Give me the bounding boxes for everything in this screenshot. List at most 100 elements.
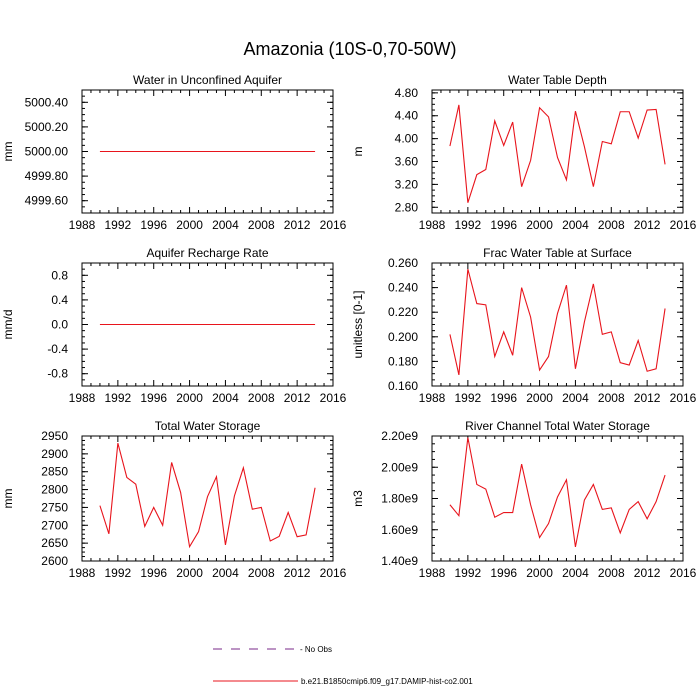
- x-tick-label: 2004: [562, 566, 589, 580]
- y-tick-label: 2950: [41, 429, 68, 443]
- y-tick-label: 2650: [41, 536, 68, 550]
- x-tick-label: 2004: [212, 391, 239, 405]
- y-tick-label: 5000.00: [25, 145, 69, 159]
- x-tick-label: 2016: [320, 218, 347, 232]
- x-tick-label: 1996: [140, 566, 167, 580]
- y-tick-label: 3.20: [395, 177, 419, 191]
- x-tick-label: 2016: [670, 566, 697, 580]
- x-tick-label: 2000: [176, 566, 203, 580]
- y-tick-label: 4999.80: [25, 169, 69, 183]
- panel-title: Frac Water Table at Surface: [483, 246, 632, 260]
- x-tick-label: 1988: [69, 391, 96, 405]
- chart-panels: Water in Unconfined Aquifer 1988 1992 1996 2…: [1, 73, 697, 580]
- y-tick-label: 2600: [41, 554, 68, 568]
- series-line: [449, 269, 666, 376]
- x-tick-label: 2004: [212, 566, 239, 580]
- panel-title: Water in Unconfined Aquifer: [133, 73, 282, 87]
- x-tick-label: 1988: [419, 391, 446, 405]
- y-tick-label: 0.160: [388, 379, 418, 393]
- x-tick-label: 2000: [176, 391, 203, 405]
- x-tick-label: 1992: [105, 218, 132, 232]
- x-tick-label: 2008: [248, 566, 275, 580]
- x-tick-label: 1988: [419, 566, 446, 580]
- x-tick-label: 2012: [634, 566, 661, 580]
- y-tick-label: 0.240: [388, 281, 418, 295]
- panel-title: Aquifer Recharge Rate: [146, 246, 268, 260]
- y-tick-label: 4.40: [395, 109, 419, 123]
- x-tick-label: 2016: [320, 566, 347, 580]
- x-tick-label: 2012: [634, 218, 661, 232]
- x-tick-label: 2008: [598, 391, 625, 405]
- y-tick-label: 1.60e9: [381, 523, 418, 537]
- y-tick-label: 2800: [41, 483, 68, 497]
- y-tick-label: -0.4: [47, 342, 68, 356]
- x-tick-label: 2000: [526, 218, 553, 232]
- plot-frame: [431, 262, 684, 387]
- panel-aquifer-recharge-rate: Aquifer Recharge Rate 1988 1992 1996 2000 200…: [1, 246, 347, 405]
- x-tick-label: 2008: [598, 566, 625, 580]
- x-tick-label: 2012: [634, 391, 661, 405]
- y-tick-label: 2900: [41, 447, 68, 461]
- y-tick-label: 2.80: [395, 200, 419, 214]
- panel-title: Total Water Storage: [155, 419, 261, 433]
- panel-water-in-unconfined-aquifer: Water in Unconfined Aquifer 1988 1992 1996 2…: [1, 73, 347, 232]
- x-tick-label: 1988: [69, 218, 96, 232]
- x-tick-label: 1996: [140, 218, 167, 232]
- y-axis-label: unitless [0-1]: [351, 290, 365, 358]
- y-tick-label: 4.00: [395, 132, 419, 146]
- y-tick-label: 4.80: [395, 86, 419, 100]
- legend: - No Obs b.e21.B1850cmip6.f09_g17.DAMIP-h…: [213, 645, 473, 686]
- y-tick-label: 2850: [41, 465, 68, 479]
- plot-frame: [431, 89, 684, 214]
- x-tick-label: 1996: [140, 391, 167, 405]
- x-tick-label: 1988: [419, 218, 446, 232]
- y-tick-label: -0.8: [47, 367, 68, 381]
- y-tick-label: 2700: [41, 518, 68, 532]
- x-tick-label: 2016: [320, 391, 347, 405]
- y-tick-label: 0.220: [388, 305, 418, 319]
- x-tick-label: 2012: [284, 218, 311, 232]
- legend-label: - No Obs: [300, 645, 332, 654]
- y-axis-label: mm/d: [1, 310, 15, 340]
- x-tick-label: 1996: [490, 391, 517, 405]
- y-tick-label: 0.4: [51, 293, 68, 307]
- x-tick-label: 1996: [490, 566, 517, 580]
- x-tick-label: 1992: [455, 391, 482, 405]
- x-tick-label: 1996: [490, 218, 517, 232]
- panel-river-channel-total-water-storage: River Channel Total Water Storage 1988 199…: [351, 419, 697, 580]
- panel-water-table-depth: Water Table Depth 1988 1992 1996 2000 2004 200…: [351, 73, 697, 232]
- legend-label: b.e21.B1850cmip6.f09_g17.DAMIP-hist-co2.…: [301, 677, 473, 686]
- x-tick-label: 2008: [598, 218, 625, 232]
- y-tick-label: 1.40e9: [381, 554, 418, 568]
- y-axis-label: m3: [351, 490, 365, 507]
- x-tick-label: 2004: [562, 391, 589, 405]
- y-tick-label: 1.80e9: [381, 492, 418, 506]
- panel-frac-water-table-at-surface: Frac Water Table at Surface 1988 1992 1996 2…: [351, 246, 697, 405]
- x-tick-label: 2004: [212, 218, 239, 232]
- x-tick-label: 1992: [455, 566, 482, 580]
- x-tick-label: 1992: [105, 566, 132, 580]
- y-axis-label: m: [351, 147, 365, 157]
- x-tick-label: 1992: [455, 218, 482, 232]
- x-tick-label: 2012: [284, 566, 311, 580]
- y-tick-label: 0.180: [388, 354, 418, 368]
- y-tick-label: 2750: [41, 500, 68, 514]
- x-tick-label: 2000: [526, 391, 553, 405]
- y-tick-label: 4999.60: [25, 194, 69, 208]
- panel-title: Water Table Depth: [508, 73, 607, 87]
- x-tick-label: 2000: [176, 218, 203, 232]
- y-tick-label: 2.20e9: [381, 429, 418, 443]
- x-tick-label: 2008: [248, 391, 275, 405]
- x-tick-label: 2016: [670, 218, 697, 232]
- y-axis-label: mm: [1, 489, 15, 509]
- x-tick-label: 2000: [526, 566, 553, 580]
- series-line: [99, 443, 316, 549]
- x-tick-label: 1988: [69, 566, 96, 580]
- panel-total-water-storage: Total Water Storage 1988 1992 1996 2000 2004 2…: [1, 419, 347, 580]
- panel-title: River Channel Total Water Storage: [465, 419, 650, 433]
- x-tick-label: 2008: [248, 218, 275, 232]
- x-tick-label: 1992: [105, 391, 132, 405]
- y-tick-label: 5000.40: [25, 95, 69, 109]
- series-line: [449, 437, 666, 548]
